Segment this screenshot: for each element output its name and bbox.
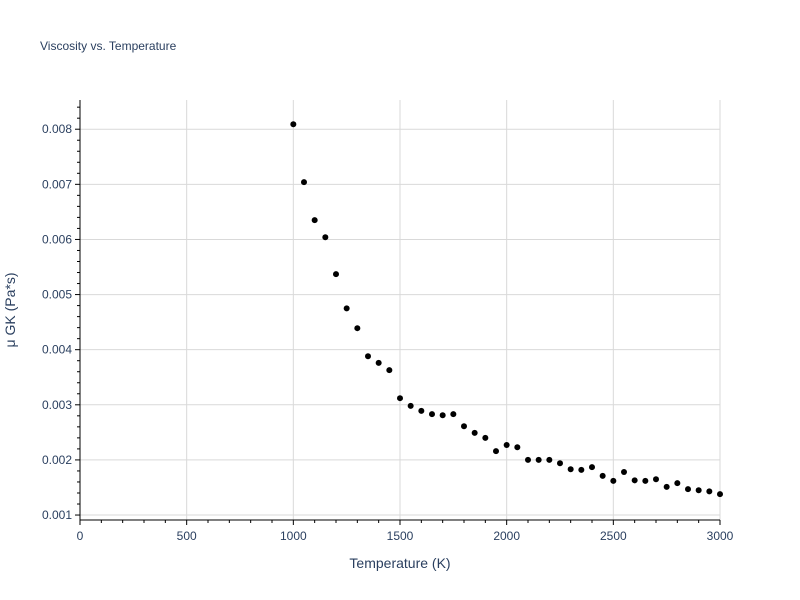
data-point [493, 448, 499, 455]
chart-title: Viscosity vs. Temperature [40, 39, 177, 53]
data-point [429, 411, 435, 418]
data-point [439, 412, 446, 419]
data-point [610, 477, 617, 484]
y-tick-label: 0.008 [42, 122, 72, 136]
data-point [546, 456, 553, 463]
x-tick-label: 1500 [387, 529, 414, 543]
axes: 0 500 1000 1500 2000 2500 3000 0.001 0.002 0.003 0… [42, 100, 734, 543]
data-point [343, 305, 350, 312]
x-tick-label: 3000 [707, 529, 734, 543]
data-point [599, 472, 606, 479]
data-point [386, 367, 393, 374]
data-point [535, 456, 542, 463]
x-tick-label: 1000 [280, 529, 307, 543]
x-tick-label: 500 [177, 529, 197, 543]
data-point [450, 411, 457, 418]
data-point [397, 395, 403, 402]
y-tick-label: 0.002 [42, 453, 72, 467]
data-point [407, 402, 414, 409]
data-point [365, 353, 371, 360]
data-point [578, 466, 585, 473]
data-point [471, 429, 478, 436]
data-point [631, 477, 638, 484]
data-point [674, 480, 681, 487]
data-point [525, 456, 531, 463]
data-point [418, 407, 425, 414]
y-tick-label: 0.004 [42, 343, 72, 357]
data-point [354, 325, 361, 332]
y-tick-label: 0.006 [42, 232, 72, 246]
data-point [333, 271, 339, 278]
data-point [514, 444, 521, 451]
data-point [503, 442, 510, 449]
data-point [567, 466, 574, 473]
data-point [621, 469, 627, 476]
data-point [695, 487, 702, 494]
y-tick-label: 0.007 [42, 177, 72, 191]
data-point [322, 234, 329, 241]
data-point [653, 476, 659, 483]
x-axis-title: Temperature (K) [349, 555, 450, 571]
y-tick-label: 0.003 [42, 398, 72, 412]
data-point [461, 423, 467, 430]
data-point [685, 486, 691, 493]
x-tick-label: 2000 [493, 529, 520, 543]
data-point [589, 464, 595, 471]
x-tick-label: 0 [77, 529, 84, 543]
data-point [557, 460, 563, 467]
data-point [311, 217, 318, 224]
data-point [301, 179, 307, 186]
data-point [706, 488, 713, 495]
data-point [663, 483, 670, 490]
data-point [717, 491, 723, 498]
data-point [482, 434, 489, 441]
data-point [642, 477, 649, 484]
y-axis-title: μ GK (Pa*s) [2, 273, 18, 348]
y-tick-label: 0.001 [42, 508, 72, 522]
grid [80, 100, 721, 520]
x-tick-label: 2500 [600, 529, 627, 543]
y-tick-label: 0.005 [42, 288, 72, 302]
data-point [375, 359, 382, 366]
data-points [290, 121, 723, 498]
data-point [290, 121, 297, 128]
